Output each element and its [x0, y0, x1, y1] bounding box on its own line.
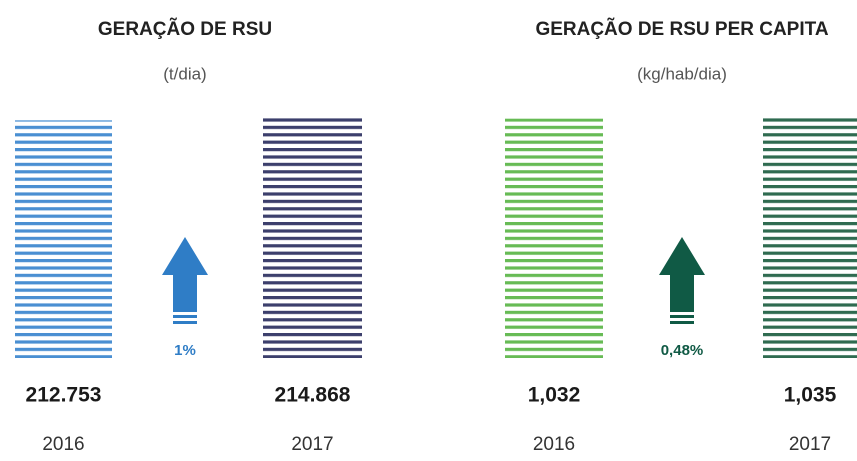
arrow-shaft — [173, 274, 197, 312]
value-label: 1,035 — [784, 384, 837, 407]
chart-title: GERAÇÃO DE RSU — [98, 18, 272, 40]
bar — [15, 120, 112, 358]
year-label: 2016 — [42, 434, 84, 455]
year-label: 2016 — [533, 434, 575, 455]
bar — [763, 118, 857, 358]
year-label: 2017 — [291, 434, 333, 455]
value-label: 214.868 — [275, 384, 351, 407]
change-label: 1% — [174, 342, 196, 359]
up-arrow — [162, 237, 208, 324]
arrow-stripe — [173, 315, 197, 318]
arrow-stripe — [670, 321, 694, 324]
bar — [505, 118, 603, 359]
value-label: 212.753 — [26, 384, 102, 407]
year-label: 2017 — [789, 434, 831, 455]
value-label: 1,032 — [528, 384, 581, 407]
arrow-shaft — [670, 274, 694, 312]
chart-title: GERAÇÃO DE RSU PER CAPITA — [535, 18, 828, 40]
arrow-head — [162, 237, 208, 275]
bar — [263, 118, 362, 358]
up-arrow — [659, 237, 705, 324]
arrow-stripe — [173, 321, 197, 324]
chart-subtitle: (kg/hab/dia) — [637, 64, 727, 83]
arrow-head — [659, 237, 705, 275]
arrow-stripe — [670, 315, 694, 318]
change-label: 0,48% — [661, 342, 704, 359]
chart-subtitle: (t/dia) — [163, 64, 206, 83]
